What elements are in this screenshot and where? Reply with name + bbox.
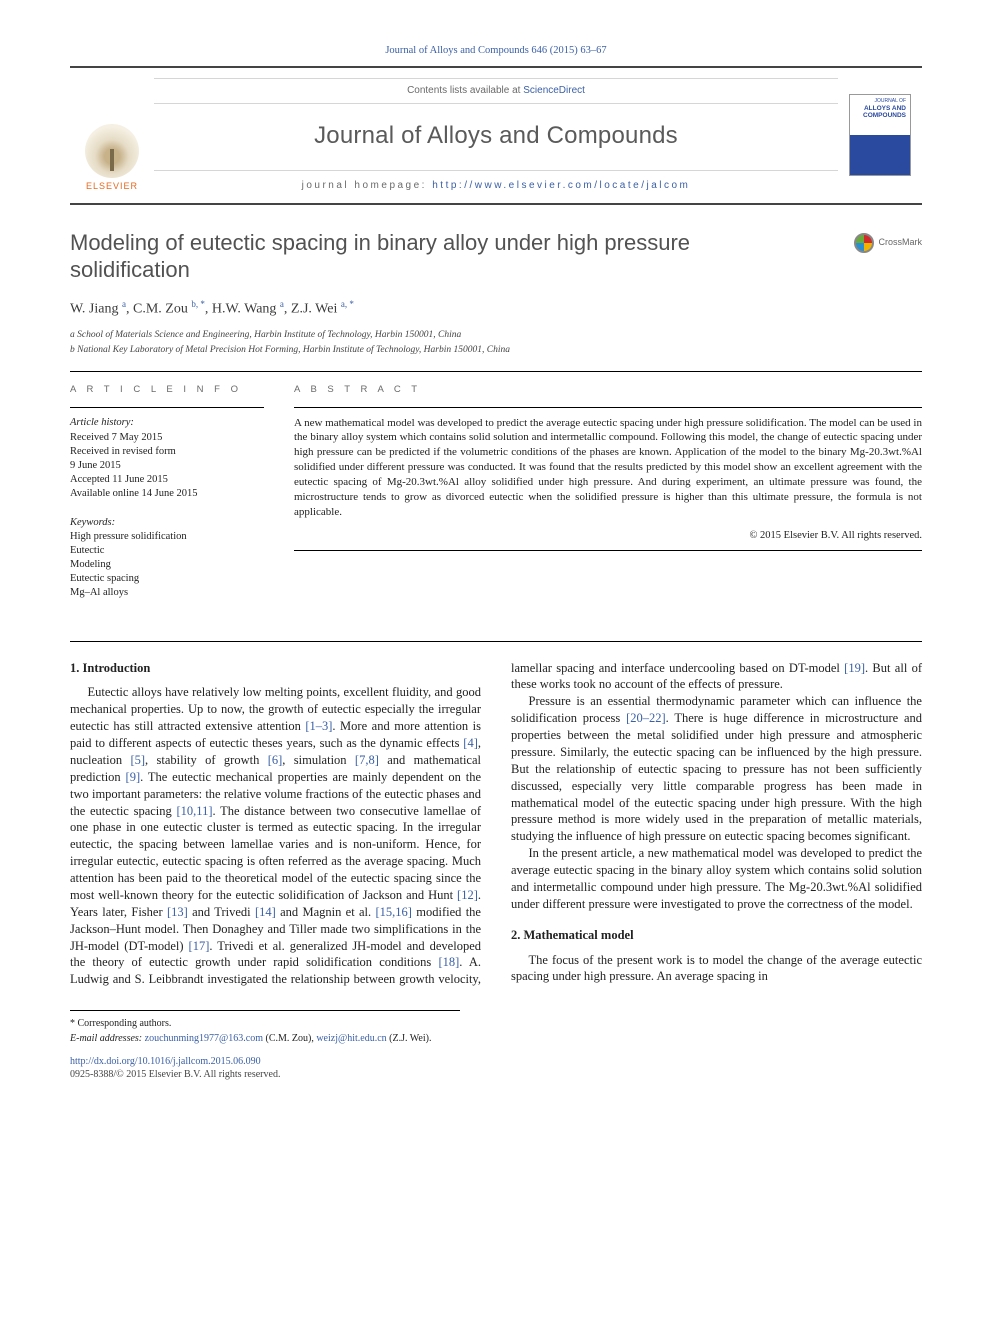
- ref-link[interactable]: [15,16]: [375, 905, 411, 919]
- journal-name: Journal of Alloys and Compounds: [154, 120, 838, 152]
- author-email-link[interactable]: weizj@hit.edu.cn: [316, 1033, 386, 1044]
- keyword: Modeling: [70, 558, 264, 572]
- journal-header: ELSEVIER Contents lists available at Sci…: [70, 66, 922, 204]
- divider: [70, 407, 264, 408]
- divider: [70, 641, 922, 642]
- ref-link[interactable]: [12]: [457, 888, 478, 902]
- history-line: Available online 14 June 2015: [70, 487, 264, 501]
- ref-link[interactable]: [18]: [438, 955, 459, 969]
- history-line: Accepted 11 June 2015: [70, 473, 264, 487]
- cover-small-text: JOURNAL OF: [875, 98, 906, 104]
- email-who: (Z.J. Wei).: [389, 1033, 431, 1044]
- abstract-text: A new mathematical model was developed t…: [294, 416, 922, 520]
- ref-link[interactable]: [6]: [268, 753, 283, 767]
- crossmark-label: CrossMark: [878, 236, 922, 248]
- keyword: Eutectic spacing: [70, 572, 264, 586]
- abstract-column: A B S T R A C T A new mathematical model…: [294, 384, 922, 601]
- body-paragraph: In the present article, a new mathematic…: [511, 845, 922, 913]
- divider: [294, 550, 922, 551]
- author-aff-sup: b, *: [191, 299, 205, 309]
- history-line: Received in revised form: [70, 445, 264, 459]
- ref-link[interactable]: [1–3]: [305, 719, 332, 733]
- cover-thumb-cell: JOURNAL OF ALLOYS AND COMPOUNDS: [838, 68, 922, 202]
- body-columns: 1. Introduction Eutectic alloys have rel…: [70, 660, 922, 989]
- ref-link[interactable]: [14]: [255, 905, 276, 919]
- abstract-label: A B S T R A C T: [294, 384, 922, 397]
- section-heading: 2. Mathematical model: [511, 927, 922, 944]
- ref-link[interactable]: [10,11]: [177, 804, 213, 818]
- journal-cover-thumb: JOURNAL OF ALLOYS AND COMPOUNDS: [849, 94, 911, 176]
- affiliation: b National Key Laboratory of Metal Preci…: [70, 344, 922, 357]
- footnotes: * Corresponding authors. E-mail addresse…: [70, 1010, 460, 1081]
- article-info-label: A R T I C L E I N F O: [70, 384, 264, 397]
- divider: [70, 371, 922, 372]
- keywords-heading: Keywords:: [70, 516, 264, 530]
- body-paragraph: The focus of the present work is to mode…: [511, 952, 922, 986]
- crossmark-icon: [854, 233, 874, 253]
- author-aff-sup: a, *: [341, 299, 354, 309]
- section-heading: 1. Introduction: [70, 660, 481, 677]
- ref-link[interactable]: [9]: [126, 770, 141, 784]
- publisher-word: ELSEVIER: [86, 180, 138, 192]
- article-title: Modeling of eutectic spacing in binary a…: [70, 229, 780, 284]
- ref-link[interactable]: [5]: [130, 753, 145, 767]
- ref-link[interactable]: [19]: [844, 661, 865, 675]
- publisher-logo-cell: ELSEVIER: [70, 68, 154, 202]
- affiliation: a School of Materials Science and Engine…: [70, 329, 922, 342]
- contents-prefix: Contents lists available at: [407, 85, 523, 96]
- ref-link[interactable]: [7,8]: [355, 753, 379, 767]
- ref-link[interactable]: [20–22]: [626, 711, 666, 725]
- article-info-column: A R T I C L E I N F O Article history: R…: [70, 384, 264, 601]
- ref-link[interactable]: [4]: [463, 736, 478, 750]
- issn-copyright-line: 0925-8388/© 2015 Elsevier B.V. All right…: [70, 1068, 460, 1081]
- sciencedirect-link[interactable]: ScienceDirect: [523, 85, 585, 96]
- elsevier-tree-icon: [85, 124, 139, 178]
- body-paragraph: Pressure is an essential thermodynamic p…: [511, 693, 922, 845]
- journal-homepage-line: journal homepage: http://www.elsevier.co…: [154, 170, 838, 193]
- crossmark-badge[interactable]: CrossMark: [854, 233, 922, 253]
- history-line: 9 June 2015: [70, 459, 264, 473]
- divider: [294, 407, 922, 408]
- cover-big-text: ALLOYS AND COMPOUNDS: [850, 105, 906, 119]
- ref-link[interactable]: [13]: [167, 905, 188, 919]
- keyword: High pressure solidification: [70, 530, 264, 544]
- corresponding-author-note: * Corresponding authors.: [70, 1017, 460, 1030]
- email-who: (C.M. Zou),: [263, 1033, 316, 1044]
- ref-link[interactable]: [17]: [189, 939, 210, 953]
- author-email-link[interactable]: zouchunming1977@163.com: [145, 1033, 263, 1044]
- journal-homepage-link[interactable]: http://www.elsevier.com/locate/jalcom: [432, 180, 690, 191]
- email-label: E-mail addresses:: [70, 1033, 142, 1044]
- keyword: Eutectic: [70, 544, 264, 558]
- history-line: Received 7 May 2015: [70, 431, 264, 445]
- history-heading: Article history:: [70, 416, 264, 430]
- running-header: Journal of Alloys and Compounds 646 (201…: [70, 44, 922, 58]
- homepage-prefix: journal homepage:: [302, 180, 433, 191]
- keyword: Mg–Al alloys: [70, 586, 264, 600]
- author-list: W. Jiang a, C.M. Zou b, *, H.W. Wang a, …: [70, 298, 922, 320]
- doi-link[interactable]: http://dx.doi.org/10.1016/j.jallcom.2015…: [70, 1056, 261, 1067]
- contents-available-line: Contents lists available at ScienceDirec…: [154, 78, 838, 104]
- abstract-copyright: © 2015 Elsevier B.V. All rights reserved…: [294, 529, 922, 543]
